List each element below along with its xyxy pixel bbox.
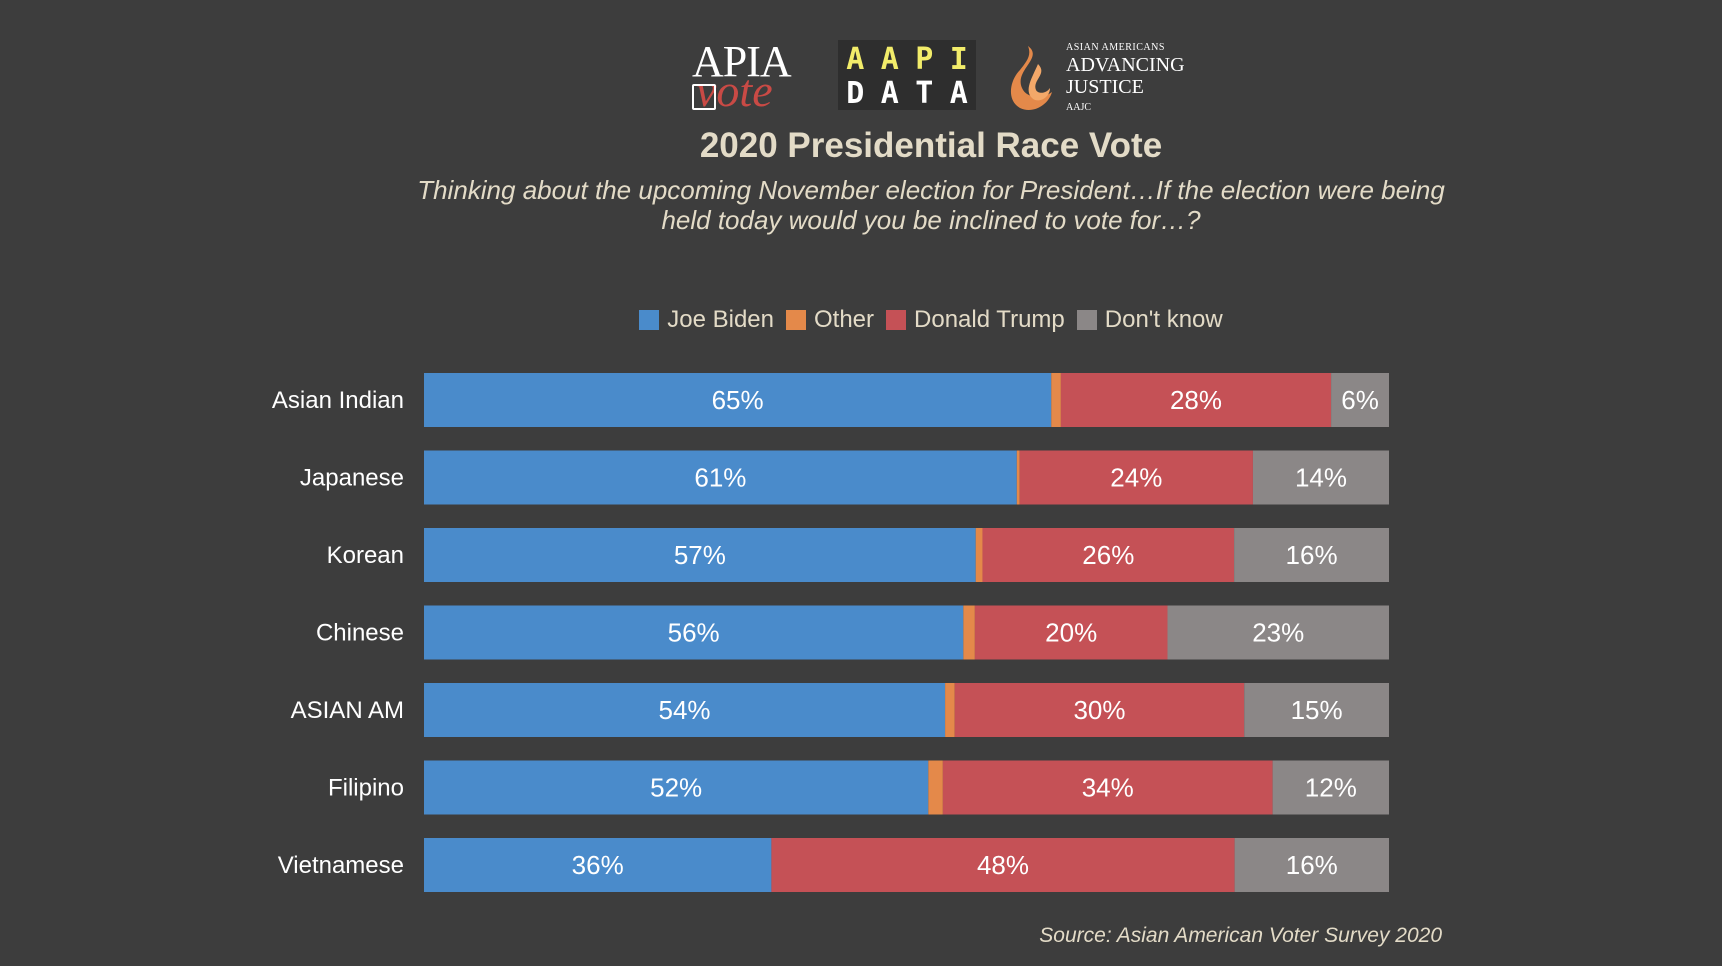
chart-legend: Joe Biden Other Donald Trump Don't know bbox=[0, 306, 1722, 337]
chart-title: 2020 Presidential Race Vote bbox=[699, 126, 1163, 165]
data-label: 12% bbox=[1305, 773, 1357, 803]
data-label: 24% bbox=[1110, 463, 1162, 493]
data-label: 20% bbox=[1045, 618, 1097, 648]
apia-logo-text: APIA bbox=[692, 37, 792, 86]
category-label: Asian Indian bbox=[272, 387, 404, 414]
legend-label: Joe Biden bbox=[667, 306, 774, 333]
bar-segment bbox=[1019, 450, 1253, 505]
aapi-logo-row-1: A A P I bbox=[838, 42, 976, 77]
data-label: 61% bbox=[694, 463, 746, 493]
aajc-logo-advancing-text: ADVANCING bbox=[1066, 54, 1185, 76]
legend-label: Donald Trump bbox=[914, 306, 1065, 333]
bar-segment bbox=[1272, 760, 1389, 815]
bar-segment bbox=[945, 683, 955, 737]
data-label: 23% bbox=[1252, 618, 1304, 648]
bar-segment bbox=[1244, 683, 1389, 737]
data-label: 34% bbox=[1082, 773, 1134, 803]
bar-segment bbox=[424, 373, 1052, 427]
bar-segment bbox=[1252, 450, 1389, 505]
bar-segment bbox=[424, 605, 964, 660]
aajc-logo-abbrev-text: AAJC bbox=[1066, 102, 1092, 113]
bar-segment bbox=[1051, 373, 1061, 427]
bar-segment bbox=[982, 528, 1235, 582]
data-label: 56% bbox=[668, 618, 720, 648]
legend-label: Don't know bbox=[1104, 306, 1223, 333]
category-label: Vietnamese bbox=[278, 852, 404, 879]
bar-segment bbox=[1331, 373, 1389, 427]
data-label: 65% bbox=[712, 385, 764, 415]
data-label: 54% bbox=[659, 695, 711, 725]
apia-logo-vote-text: vote bbox=[696, 65, 773, 116]
category-label: Chinese bbox=[316, 620, 404, 647]
aajc-logo-small-text: ASIAN AMERICANS bbox=[1066, 42, 1165, 53]
bar-segment bbox=[942, 760, 1273, 815]
chart-subtitle-line-1: Thinking about the upcoming November ele… bbox=[417, 175, 1445, 205]
bar-segment bbox=[954, 683, 1245, 737]
legend-label: Other bbox=[813, 306, 875, 333]
data-label: 28% bbox=[1170, 385, 1222, 415]
bar-segment bbox=[928, 760, 943, 815]
legend-swatch bbox=[886, 310, 907, 330]
bar-segment bbox=[424, 760, 929, 815]
data-label: 26% bbox=[1082, 540, 1134, 570]
aajc-logo: ASIAN AMERICANS ADVANCING JUSTICE AAJC bbox=[1008, 38, 1198, 116]
legend-item: Other bbox=[785, 306, 875, 334]
apia-vote-logo: APIA vote bbox=[690, 36, 820, 116]
data-label: 48% bbox=[977, 850, 1029, 880]
aapi-data-logo-background bbox=[838, 40, 976, 110]
aapi-logo-letter: A bbox=[949, 76, 968, 111]
category-label: Korean bbox=[327, 542, 404, 569]
aapi-logo-letter: A bbox=[880, 76, 899, 111]
data-label: 15% bbox=[1291, 695, 1343, 725]
legend-item: Don't know bbox=[1076, 306, 1223, 334]
data-label: 6% bbox=[1341, 385, 1379, 415]
data-label: 16% bbox=[1286, 540, 1338, 570]
aapi-logo-row-2: D A T A bbox=[838, 76, 976, 111]
bar-segment bbox=[424, 528, 976, 582]
legend-swatch bbox=[1076, 310, 1097, 330]
bar-segment bbox=[1234, 838, 1389, 892]
data-label: 36% bbox=[572, 850, 624, 880]
category-label: Filipino bbox=[328, 775, 404, 802]
bar-segment bbox=[424, 683, 946, 737]
logo-strip: APIA vote A A P I D A T A ASIAN AMERICAN… bbox=[0, 30, 1722, 120]
aapi-logo-letter: T bbox=[915, 76, 934, 111]
data-label: 30% bbox=[1073, 695, 1125, 725]
chart-source: Source: Asian American Voter Survey 2020 bbox=[1039, 924, 1442, 947]
chart-subtitle: Thinking about the upcoming November ele… bbox=[380, 175, 1482, 235]
legend-swatch bbox=[785, 310, 806, 330]
aapi-logo-letter: P bbox=[915, 42, 934, 77]
legend-swatch bbox=[639, 310, 660, 330]
aapi-data-logo: A A P I D A T A bbox=[838, 40, 976, 111]
aapi-logo-letter: A bbox=[880, 42, 899, 77]
bar-segment bbox=[424, 450, 1017, 505]
aapi-logo-letter: D bbox=[846, 76, 865, 111]
aapi-logo-letter: A bbox=[846, 42, 865, 77]
bar-segment bbox=[424, 838, 772, 892]
legend-item: Donald Trump bbox=[886, 306, 1065, 334]
ballot-box-icon bbox=[692, 84, 716, 110]
data-label: 14% bbox=[1295, 463, 1347, 493]
bar-segment bbox=[1016, 450, 1020, 505]
chart-subtitle-line-2: held today would you be inclined to vote… bbox=[661, 205, 1201, 235]
bar-segment bbox=[771, 838, 1235, 892]
aapi-logo-letter: I bbox=[949, 42, 968, 77]
bar-segment bbox=[974, 605, 1168, 660]
aajc-logo-justice-text: JUSTICE bbox=[1066, 76, 1144, 98]
category-label: Japanese bbox=[300, 465, 404, 492]
bar-segment bbox=[1167, 605, 1389, 660]
bar-segment bbox=[1234, 528, 1389, 582]
bar-segment bbox=[1060, 373, 1332, 427]
category-label: ASIAN AM bbox=[291, 697, 404, 724]
flame-icon bbox=[1010, 46, 1052, 111]
legend-item: Joe Biden bbox=[639, 306, 774, 334]
data-label: 52% bbox=[650, 773, 702, 803]
bar-segment bbox=[963, 605, 975, 660]
data-label: 57% bbox=[674, 540, 726, 570]
data-label: 16% bbox=[1286, 850, 1338, 880]
bar-segment bbox=[975, 528, 983, 582]
